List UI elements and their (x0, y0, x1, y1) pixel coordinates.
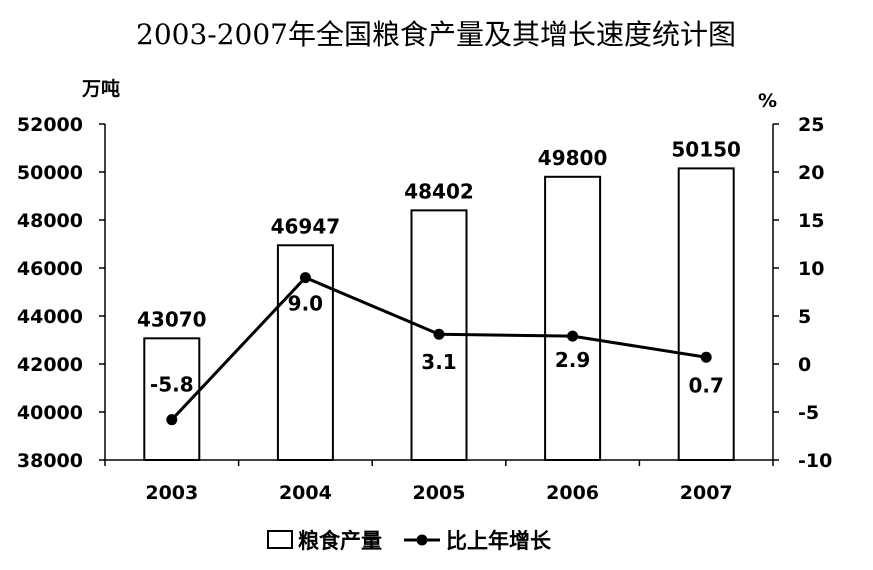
legend: 粮食产量 比上年增长 (267, 529, 552, 553)
legend-label-bar: 粮食产量 (298, 529, 382, 553)
growth-value-label: 2.9 (555, 348, 590, 372)
left-tick-label: 38000 (17, 450, 83, 472)
right-tick-label: 5 (798, 306, 811, 328)
bar-value-label: 49800 (538, 146, 608, 170)
data-labels: 43070 46947 48402 49800 50150 -5.8 9.0 3.1 2.9 0.… (137, 137, 741, 397)
right-tick-label: 0 (798, 354, 811, 376)
growth-value-label: 3.1 (421, 350, 456, 374)
bar-2006 (544, 175, 602, 462)
growth-point-2004 (299, 272, 311, 284)
x-category-label: 2007 (680, 482, 733, 504)
growth-value-label: -5.8 (150, 373, 194, 397)
left-tick-label: 46000 (17, 258, 83, 280)
x-category-label: 2006 (546, 482, 599, 504)
bar-value-label: 46947 (271, 214, 341, 238)
right-tick-label: -5 (798, 402, 819, 424)
right-tick-label: 15 (798, 210, 824, 232)
growth-point-2005 (433, 328, 445, 340)
left-tick-label: 44000 (17, 306, 83, 328)
legend-line-marker (416, 534, 428, 546)
bar-2007 (677, 167, 735, 461)
chart-title: 2003-2007年全国粮食产量及其增长速度统计图 (136, 18, 736, 51)
bar-value-label: 43070 (137, 307, 207, 331)
left-tick-label: 48000 (17, 210, 83, 232)
growth-point-2003 (166, 414, 178, 426)
right-tick-label: 20 (798, 162, 824, 184)
x-category-label: 2004 (279, 482, 332, 504)
growth-point-2006 (567, 330, 579, 342)
bar-value-label: 48402 (404, 179, 474, 203)
right-axis-unit: % (758, 90, 777, 112)
x-category-label: 2005 (413, 482, 466, 504)
left-tick-label: 42000 (17, 354, 83, 376)
right-tick-label: 10 (798, 258, 824, 280)
legend-bar-swatch (267, 530, 293, 549)
left-tick-label: 52000 (17, 114, 83, 136)
bar-2003 (143, 337, 201, 462)
right-tick-label: 25 (798, 114, 824, 136)
right-tick-label: -10 (798, 450, 832, 472)
bars (143, 167, 735, 462)
growth-value-label: 9.0 (288, 292, 323, 316)
axes: 52000 50000 48000 46000 44000 42000 40000 38000… (17, 114, 832, 504)
x-category-label: 2003 (145, 482, 198, 504)
growth-line (166, 272, 712, 426)
left-tick-label: 40000 (17, 402, 83, 424)
legend-label-line: 比上年增长 (446, 529, 552, 553)
left-tick-label: 50000 (17, 162, 83, 184)
bar-value-label: 50150 (671, 137, 741, 161)
growth-value-label: 0.7 (688, 373, 723, 397)
left-axis-unit: 万吨 (81, 77, 120, 100)
growth-point-2007 (700, 351, 712, 363)
